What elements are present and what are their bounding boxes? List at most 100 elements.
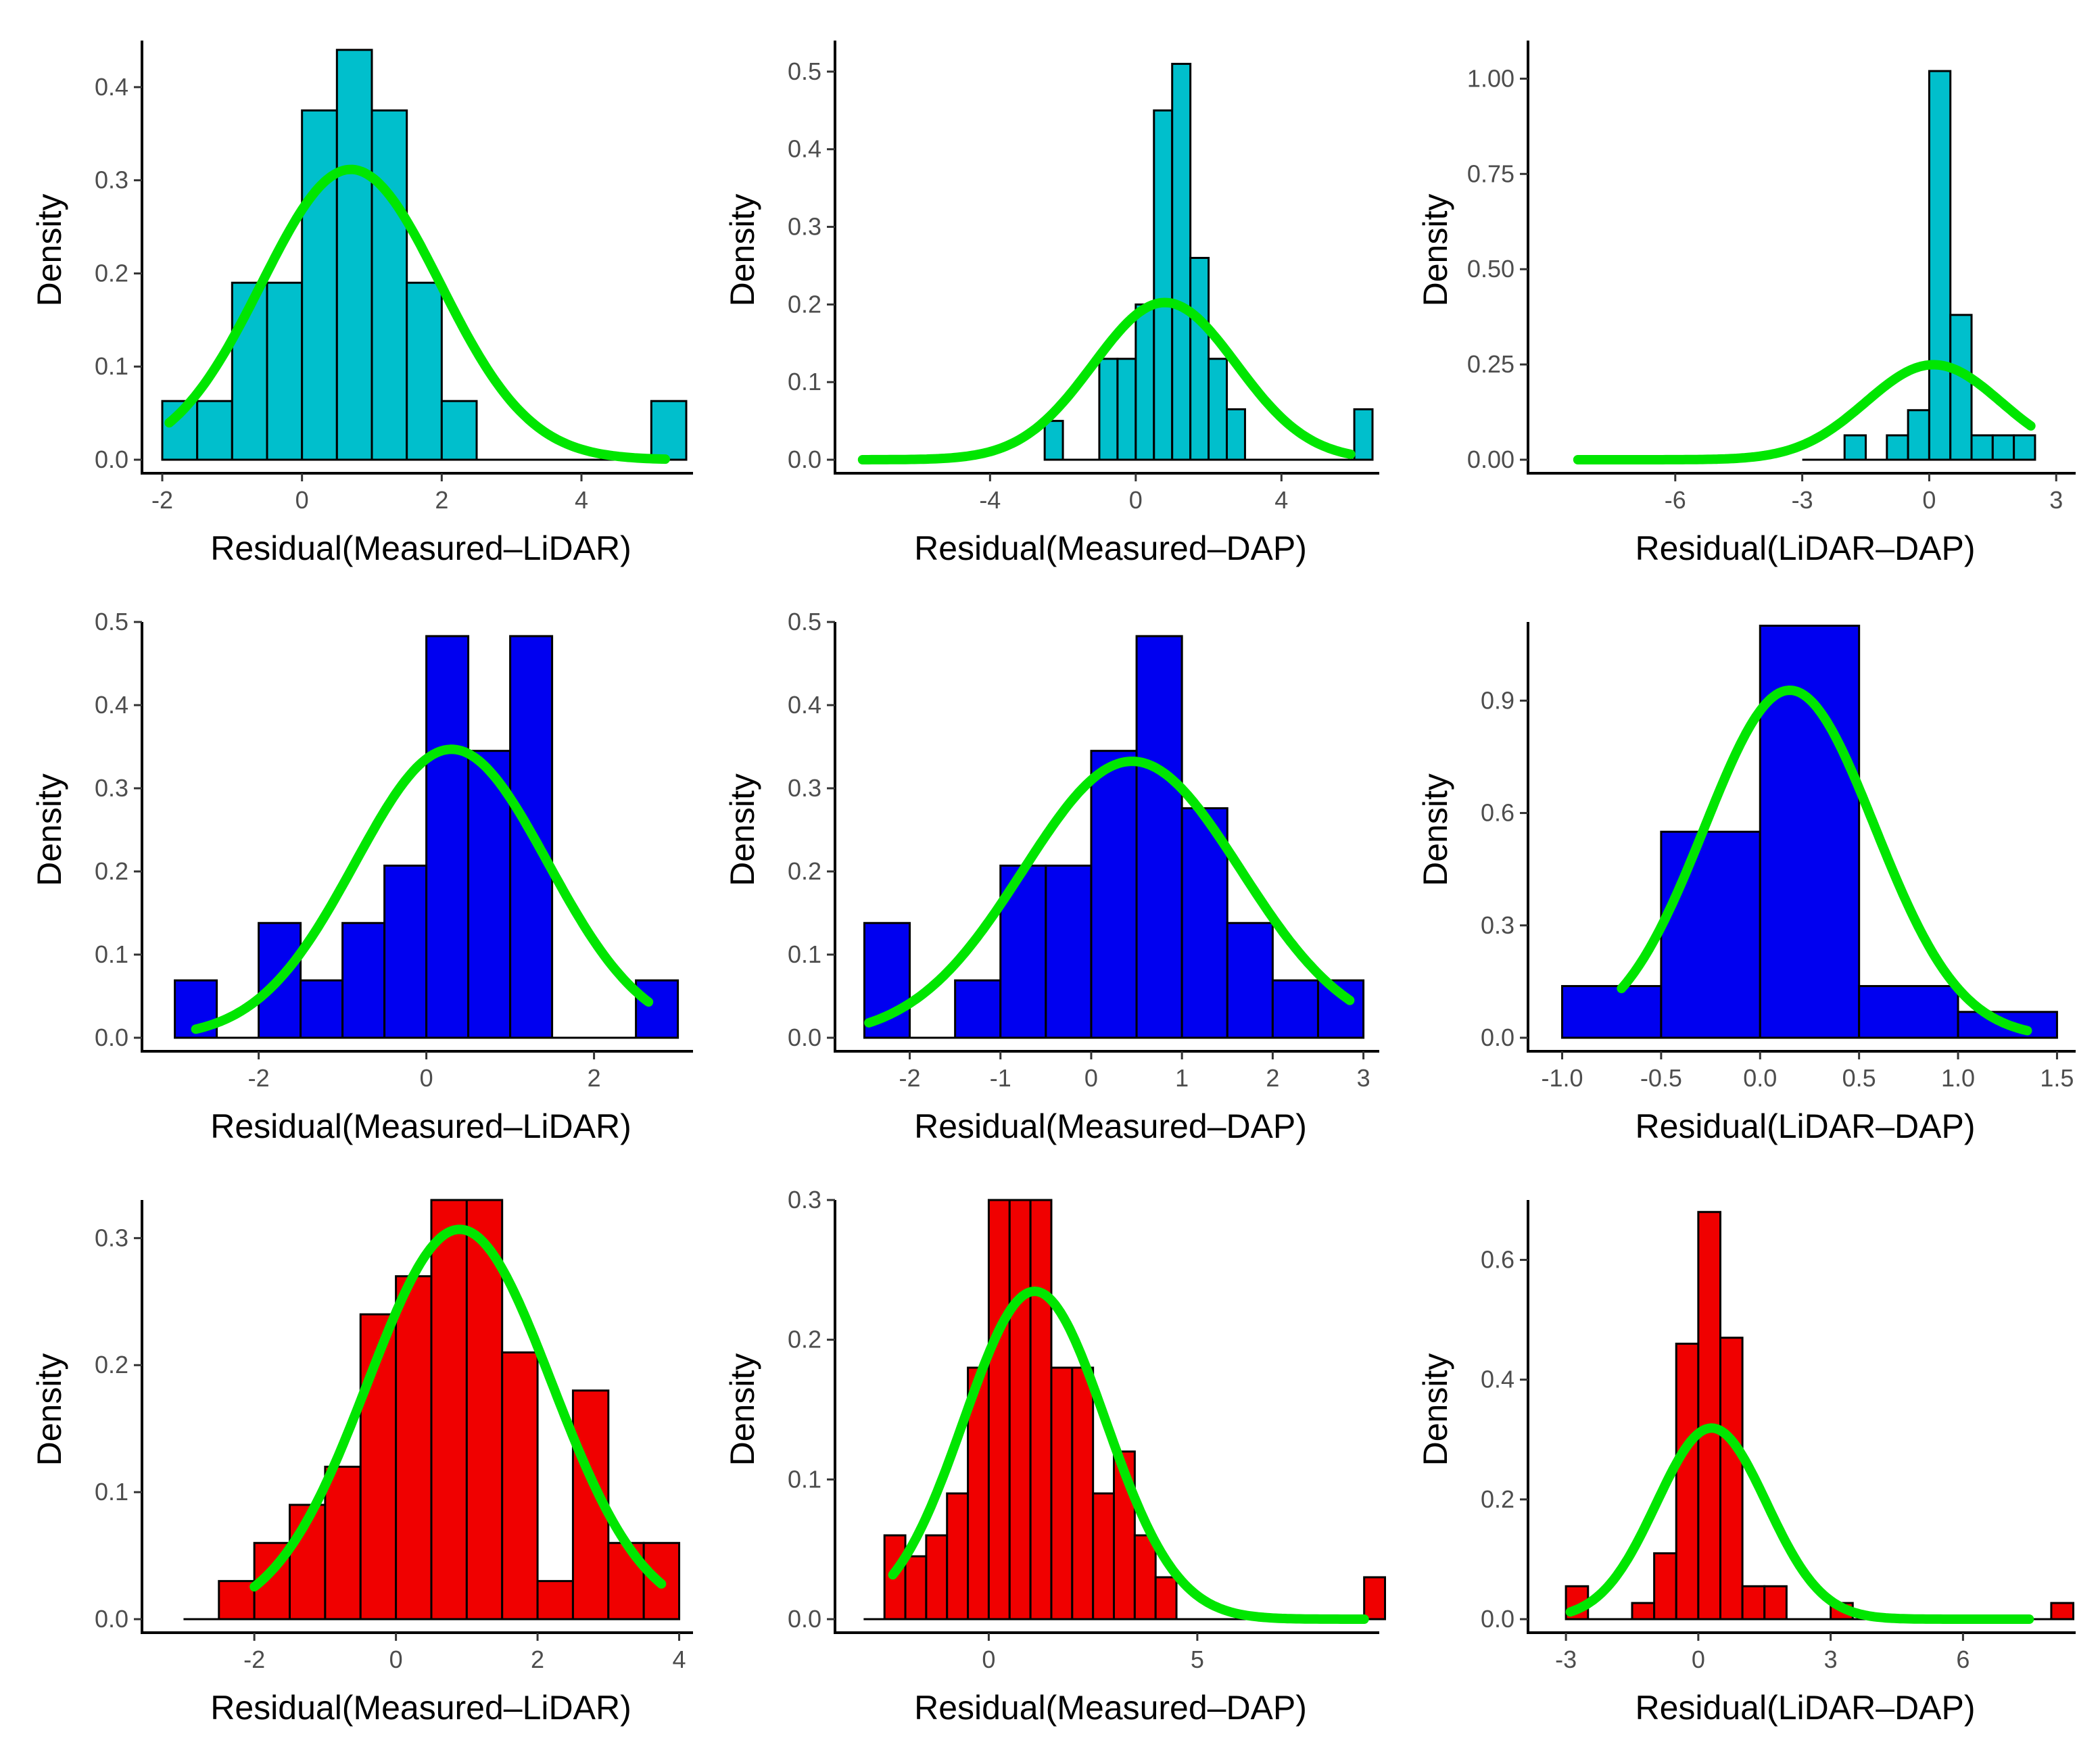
histogram-bar bbox=[425, 635, 470, 1039]
y-tick-label: 0.2 bbox=[788, 1326, 821, 1353]
histogram-panel-8: 0.0 0.1 0.2 0.3 0 5 Residual(Measured–DAP) Dens… bbox=[723, 1186, 1387, 1727]
y-tick-label: 0.4 bbox=[788, 691, 821, 719]
x-tick-label: 2 bbox=[588, 1064, 601, 1092]
histogram-bar bbox=[1226, 921, 1274, 1039]
x-tick-label: -3 bbox=[1792, 486, 1813, 514]
histogram-bar bbox=[218, 1580, 256, 1621]
x-tick-label: -1.0 bbox=[1541, 1064, 1583, 1092]
x-tick-label: 0.0 bbox=[1743, 1064, 1777, 1092]
density-curve bbox=[857, 297, 1356, 464]
x-tick-label: -2 bbox=[248, 1064, 270, 1092]
y-tick-label: 0.3 bbox=[95, 166, 128, 194]
y-tick-label: 0.2 bbox=[788, 290, 821, 318]
density-curve bbox=[249, 1224, 667, 1592]
histogram-bar bbox=[904, 1555, 928, 1621]
y-tick-label: 0.4 bbox=[1481, 1366, 1514, 1393]
y-tick-label: 0.2 bbox=[788, 857, 821, 885]
histogram-bar bbox=[1116, 358, 1137, 461]
x-tick-label: 0 bbox=[1129, 486, 1143, 514]
density-curve bbox=[164, 164, 670, 464]
y-tick-label: 0.5 bbox=[788, 57, 821, 85]
histogram-bar bbox=[635, 979, 679, 1039]
histogram-bar bbox=[440, 400, 478, 461]
y-axis-title: Density bbox=[1416, 1353, 1454, 1466]
histogram-bar bbox=[1189, 256, 1210, 461]
x-tick-label: 3 bbox=[1824, 1646, 1838, 1673]
histogram-bar bbox=[1043, 420, 1064, 461]
histogram-bar bbox=[946, 1492, 970, 1621]
y-tick-label: 0.3 bbox=[95, 774, 128, 802]
histogram-bar bbox=[383, 864, 428, 1039]
y-tick-label: 0.1 bbox=[788, 1465, 821, 1493]
x-tick-label: -2 bbox=[899, 1064, 921, 1092]
histogram-bar bbox=[335, 49, 373, 461]
x-tick-label: 0 bbox=[1922, 486, 1936, 514]
y-tick-label: 0.0 bbox=[95, 1024, 128, 1051]
y-tick-label: 0.0 bbox=[788, 1024, 821, 1051]
y-tick-label: 0.0 bbox=[1481, 1024, 1514, 1051]
x-tick-label: 1 bbox=[1175, 1064, 1189, 1092]
x-axis-title: Residual(LiDAR–DAP) bbox=[1636, 1689, 1976, 1727]
histogram-bar bbox=[1353, 408, 1374, 461]
density-curve bbox=[864, 757, 1355, 1028]
x-axis-title: Residual(Measured–LiDAR) bbox=[210, 529, 631, 567]
histogram-bar bbox=[2013, 434, 2036, 461]
histogram-bar bbox=[430, 1199, 468, 1621]
y-tick-label: 0.3 bbox=[788, 774, 821, 802]
y-tick-label: 0.2 bbox=[1481, 1485, 1514, 1513]
histogram-bar bbox=[1208, 358, 1228, 461]
y-tick-label: 0.6 bbox=[1481, 1246, 1514, 1274]
histogram-bar bbox=[1363, 1576, 1387, 1621]
histogram-bar bbox=[196, 400, 233, 461]
x-tick-label: 4 bbox=[1274, 486, 1288, 514]
histogram-panel-9: 0.0 0.2 0.4 0.6 -3 0 3 6 Residual(LiDAR–DAP) Dens… bbox=[1416, 1200, 2076, 1727]
x-tick-label: 5 bbox=[1191, 1646, 1204, 1673]
y-tick-label: 0.1 bbox=[95, 352, 128, 380]
y-tick-label: 0.1 bbox=[788, 368, 821, 395]
histogram-panel-7: 0.0 0.1 0.2 0.3 -2 0 2 4 Residual(Measured–LiDAR… bbox=[30, 1199, 693, 1727]
x-tick-label: 0 bbox=[1084, 1064, 1098, 1092]
y-tick-label: 0.3 bbox=[1481, 911, 1514, 939]
x-tick-label: 0.5 bbox=[1842, 1064, 1876, 1092]
x-axis-title: Residual(Measured–LiDAR) bbox=[210, 1689, 631, 1727]
histogram-bar bbox=[1949, 314, 1973, 461]
histogram-bar bbox=[1098, 358, 1119, 461]
histogram-bar bbox=[1071, 1366, 1095, 1621]
histogram-panel-3: 0.00 0.25 0.50 0.75 1.00 -6 -3 0 3 Residual(LiDAR… bbox=[1416, 41, 2076, 567]
histogram-bar bbox=[1560, 985, 1663, 1039]
y-tick-label: 0.2 bbox=[95, 259, 128, 287]
x-axis-title: Residual(Measured–DAP) bbox=[914, 529, 1307, 567]
histogram-panel-1: 0.0 0.1 0.2 0.3 0.4 -2 0 2 4 Residual(Measured–Li… bbox=[30, 41, 693, 567]
histogram-bar bbox=[925, 1534, 949, 1621]
x-axis-title: Residual(LiDAR–DAP) bbox=[1636, 529, 1976, 567]
histogram-bar bbox=[1675, 1343, 1700, 1621]
x-tick-label: -2 bbox=[151, 486, 173, 514]
y-tick-label: 0.75 bbox=[1467, 160, 1514, 187]
y-tick-label: 0.6 bbox=[1481, 799, 1514, 827]
histogram-bar bbox=[1226, 408, 1246, 461]
histogram-bar bbox=[501, 1351, 539, 1621]
y-tick-label: 0.4 bbox=[95, 691, 128, 719]
x-tick-label: 2 bbox=[1266, 1064, 1279, 1092]
y-tick-label: 0.3 bbox=[788, 1186, 821, 1214]
y-tick-label: 0.4 bbox=[95, 73, 128, 101]
y-tick-label: 0.1 bbox=[95, 1478, 128, 1506]
histogram-bar bbox=[1171, 62, 1192, 461]
histogram-panel-2: 0.0 0.1 0.2 0.3 0.4 0.5 -4 0 4 Residual(Measured–… bbox=[723, 41, 1379, 567]
histogram-bar bbox=[2050, 1602, 2075, 1621]
y-axis-title: Density bbox=[30, 194, 68, 307]
x-tick-label: 2 bbox=[435, 486, 448, 514]
histogram-bar bbox=[987, 1199, 1011, 1621]
histogram-bar bbox=[1631, 1602, 1656, 1621]
histogram-bar bbox=[1858, 985, 1959, 1039]
histogram-bar bbox=[1090, 750, 1138, 1039]
histogram-bar bbox=[406, 281, 443, 461]
y-tick-label: 0.1 bbox=[95, 940, 128, 968]
histogram-panel-5: 0.0 0.1 0.2 0.3 0.4 0.5 -2 -1 0 1 2 3 Residual(Measu… bbox=[723, 608, 1379, 1145]
y-tick-label: 0.2 bbox=[95, 1351, 128, 1378]
histogram-bar bbox=[1741, 1585, 1766, 1621]
y-tick-label: 0.00 bbox=[1467, 446, 1514, 473]
density-curve bbox=[191, 744, 654, 1034]
x-tick-label: 3 bbox=[1357, 1064, 1370, 1092]
histogram-bar bbox=[1271, 979, 1319, 1039]
